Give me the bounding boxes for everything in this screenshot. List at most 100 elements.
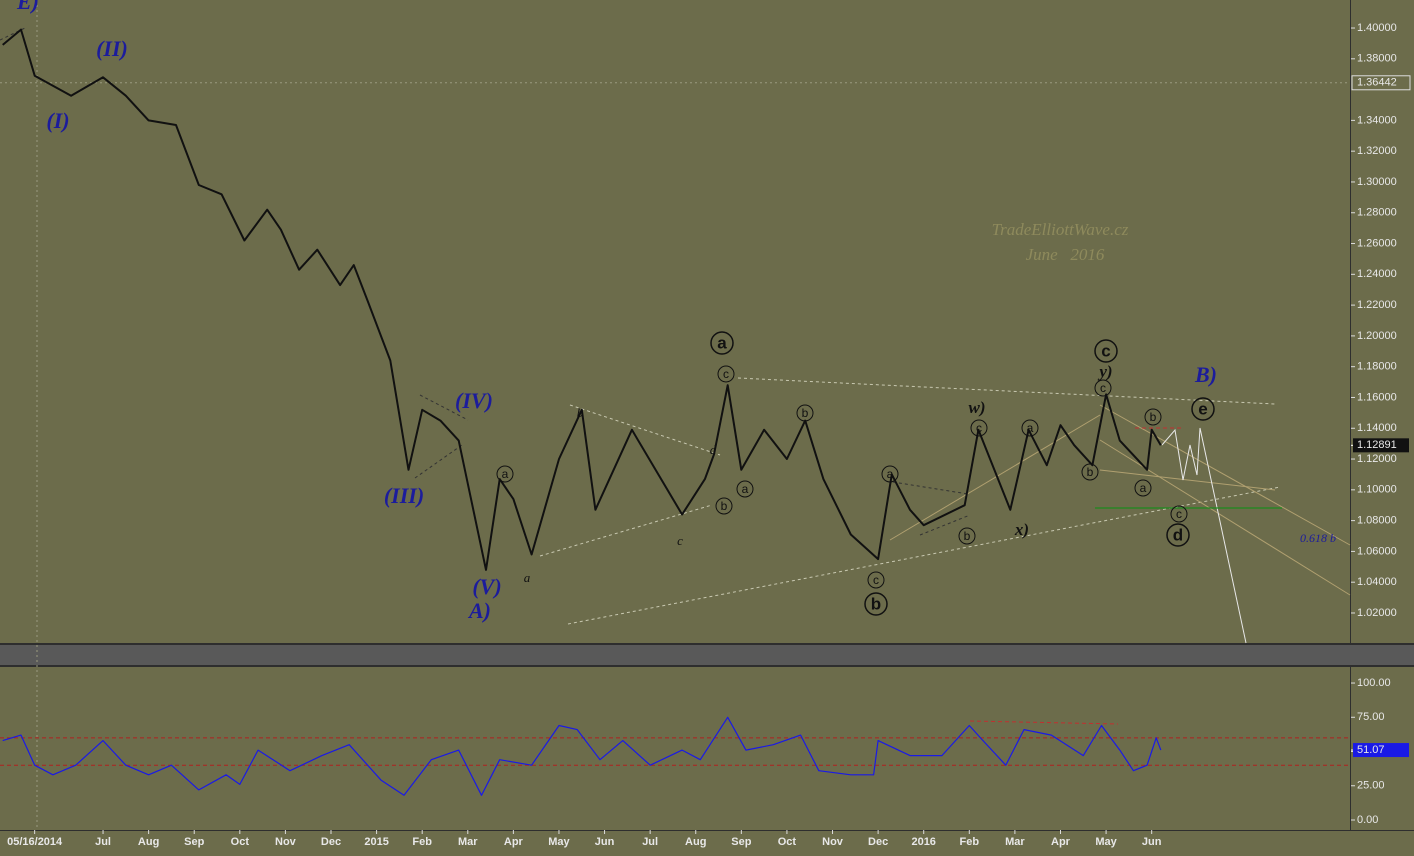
- x-tick-label: May: [548, 836, 570, 848]
- y-tick-label: 1.08000: [1357, 515, 1397, 527]
- wave-label: a: [1140, 481, 1147, 495]
- watermark: June 2016: [1026, 245, 1105, 264]
- y-tick-label: 1.20000: [1357, 330, 1397, 342]
- wave-label: (IV): [455, 388, 493, 413]
- wave-label: b: [721, 499, 728, 513]
- price-axis-pane: [1351, 0, 1414, 643]
- label-circle: [1021, 419, 1039, 437]
- y-tick-label: 1.16000: [1357, 391, 1397, 403]
- label-circle: [1094, 339, 1118, 363]
- channel-lines: [889, 404, 1351, 596]
- price-pane: [0, 0, 1350, 643]
- channel-line: [1099, 469, 1276, 491]
- x-tick-label: Apr: [1051, 836, 1071, 848]
- x-tick-label: Dec: [321, 836, 341, 848]
- wave-label: b: [577, 405, 584, 420]
- y-tick-label: 1.26000: [1357, 237, 1397, 249]
- y-tick-label: 1.18000: [1357, 361, 1397, 373]
- wave-label: a: [524, 570, 531, 585]
- watermark: TradeElliottWave.cz: [992, 220, 1129, 239]
- y-tick-label: 1.32000: [1357, 145, 1397, 157]
- y-tick-label: 1.12000: [1357, 453, 1397, 465]
- y-tick-label: 0.00: [1357, 814, 1378, 826]
- x-tick-label: Jun: [1142, 836, 1162, 848]
- wave-label: a: [887, 467, 894, 481]
- wave-label: 0.618 b: [1300, 531, 1336, 545]
- x-tick-label: Nov: [822, 836, 844, 848]
- y-tick-label: 1.04000: [1357, 576, 1397, 588]
- label-circle: [1081, 463, 1099, 481]
- y-tick-label: 75.00: [1357, 711, 1385, 723]
- trend-line: [0, 27, 26, 41]
- label-circle: [958, 527, 976, 545]
- x-tick-label: Dec: [868, 836, 888, 848]
- wave-label: b: [802, 406, 809, 420]
- y-tick-label: 1.24000: [1357, 268, 1397, 280]
- wave-label: c: [873, 573, 879, 587]
- wave-label: d: [710, 442, 717, 457]
- indicator-pane: [0, 667, 1350, 830]
- y-tick-label: 1.22000: [1357, 299, 1397, 311]
- pane-separator: [0, 645, 1414, 665]
- wave-label: e: [1198, 399, 1207, 418]
- wave-label: c: [723, 367, 729, 381]
- wave-label: w): [969, 398, 986, 417]
- label-circle: [867, 571, 885, 589]
- label-circle: [1144, 408, 1162, 426]
- label-circle: [736, 480, 754, 498]
- x-tick-label: Aug: [138, 836, 159, 848]
- trend-line: [569, 404, 721, 456]
- wave-label: c: [976, 421, 982, 435]
- x-tick-label: Jul: [642, 836, 658, 848]
- wave-label: x): [1014, 520, 1029, 539]
- x-tick-label: 2015: [364, 836, 388, 848]
- x-tick-label: Sep: [184, 836, 204, 848]
- projection-path: [1161, 427, 1247, 644]
- y-tick-label: 100.00: [1357, 677, 1391, 689]
- label-circle: [710, 331, 734, 355]
- label-circle: [715, 497, 733, 515]
- x-tick-label: Mar: [1005, 836, 1025, 848]
- x-tick-label: Mar: [458, 836, 478, 848]
- price-marker-box: [1351, 75, 1411, 91]
- channel-line: [889, 414, 1101, 541]
- y-tick-label: 1.40000: [1357, 22, 1397, 34]
- wave-label: a: [502, 467, 509, 481]
- wave-label: a: [717, 333, 727, 352]
- trend-lines: [0, 27, 1281, 625]
- x-tick-label: Sep: [731, 836, 751, 848]
- wave-label: y): [1097, 362, 1112, 381]
- x-tick-label: Feb: [960, 836, 980, 848]
- wave-label: B): [1194, 362, 1217, 387]
- x-tick-label: 2016: [911, 836, 935, 848]
- series-line: [2, 28, 1162, 571]
- x-tick-label: May: [1095, 836, 1117, 848]
- wave-label: b: [1087, 465, 1094, 479]
- channel-line: [1099, 439, 1351, 596]
- wave-label: c: [1176, 507, 1182, 521]
- wave-label: b: [964, 529, 971, 543]
- x-tick-label: Oct: [778, 836, 797, 848]
- current-value-label: 51.07: [1357, 744, 1385, 756]
- y-tick-label: 1.28000: [1357, 207, 1397, 219]
- label-circle: [881, 465, 899, 483]
- x-tick-label: Oct: [231, 836, 250, 848]
- label-circle: [496, 465, 514, 483]
- y-tick-label: 1.34000: [1357, 114, 1397, 126]
- wave-label: a: [742, 482, 749, 496]
- wave-label: c: [677, 533, 683, 548]
- wave-label: E): [16, 0, 39, 14]
- current-value-box: [1353, 438, 1409, 453]
- wave-label: a: [1027, 421, 1034, 435]
- label-circle: [796, 404, 814, 422]
- wave-label: b: [871, 594, 881, 613]
- price-marker-label: 1.36442: [1357, 77, 1397, 89]
- x-tick-label: Apr: [504, 836, 524, 848]
- wave-label: (I): [46, 108, 69, 133]
- x-tick-label: 05/16/2014: [7, 836, 63, 848]
- y-tick-label: 1.06000: [1357, 545, 1397, 557]
- trend-line: [567, 486, 1281, 625]
- x-tick-label: Jul: [95, 836, 111, 848]
- x-tick-label: Feb: [412, 836, 432, 848]
- y-tick-label: 1.30000: [1357, 176, 1397, 188]
